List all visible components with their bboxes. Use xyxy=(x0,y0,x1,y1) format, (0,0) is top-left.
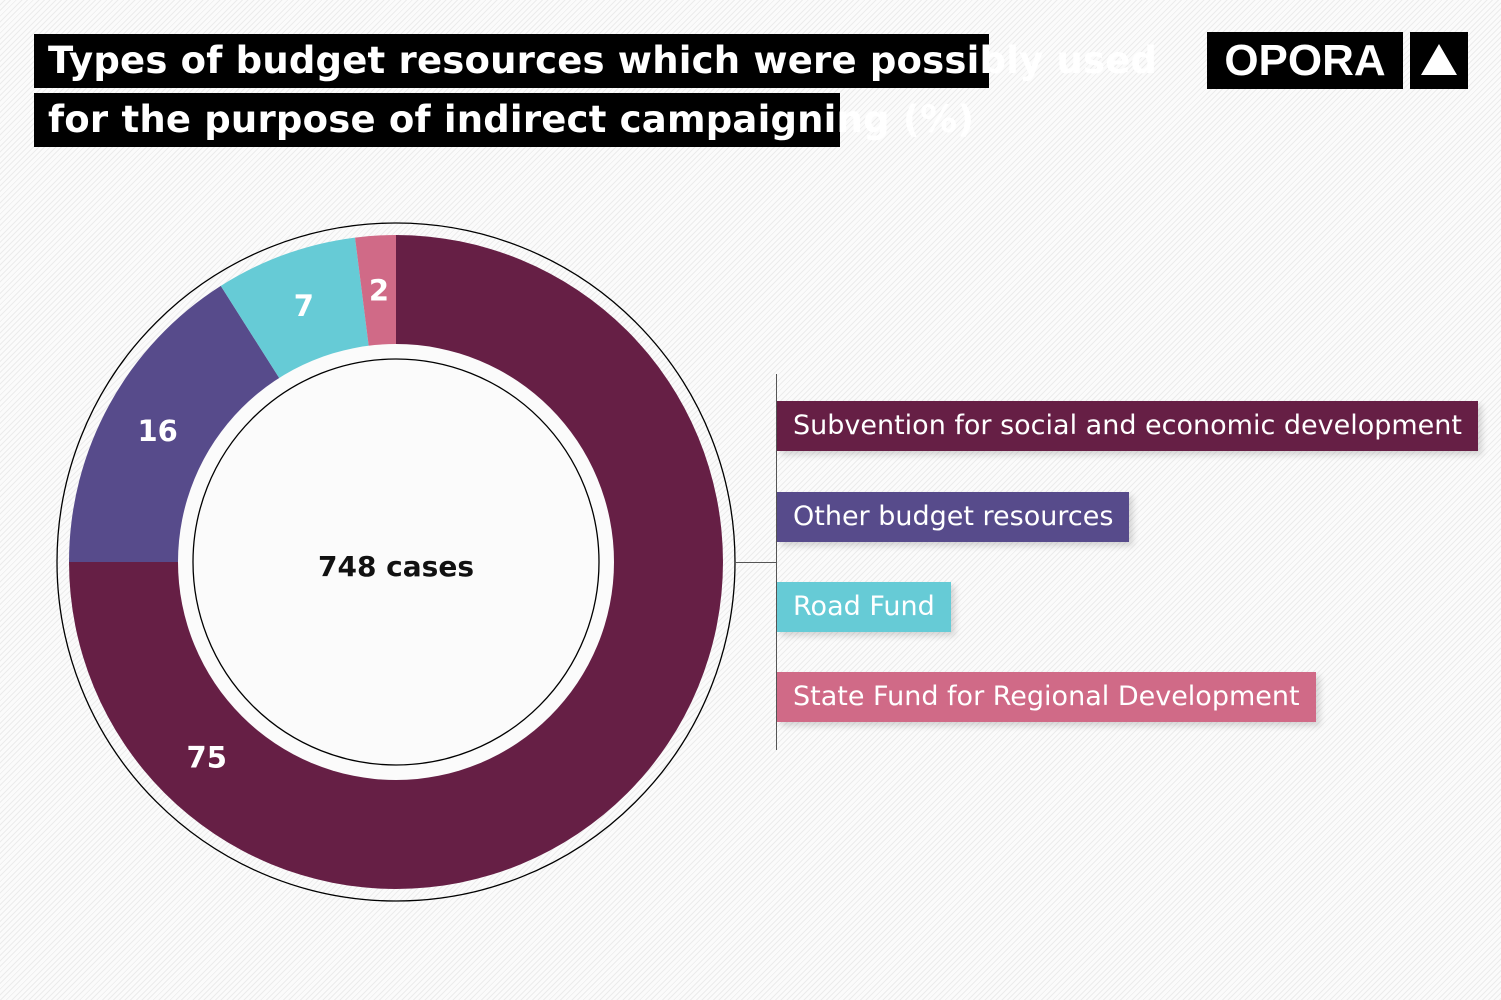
legend-connector xyxy=(734,562,776,563)
inner-ring xyxy=(192,358,600,766)
center-label: 748 cases xyxy=(318,550,474,583)
legend-item: Subvention for social and economic devel… xyxy=(777,401,1478,451)
triangle-up-icon xyxy=(1410,32,1468,89)
opora-logo: OPORA xyxy=(1207,32,1403,89)
slice-2 xyxy=(220,237,370,385)
legend-item: State Fund for Regional Development xyxy=(777,672,1316,722)
slice-1 xyxy=(69,285,284,562)
legend-item: Other budget resources xyxy=(777,492,1130,542)
legend-item: Road Fund xyxy=(777,582,951,632)
slice-0 xyxy=(69,235,723,889)
donut-hole xyxy=(178,344,614,780)
data-label-2: 7 xyxy=(294,289,314,323)
chart-title-line-1: Types of budget resources which were pos… xyxy=(34,34,1157,88)
legend-divider xyxy=(776,374,777,750)
data-label-1: 16 xyxy=(137,414,177,448)
donut-chart: 748 cases 75 16 7 2 xyxy=(56,222,736,902)
slice-3 xyxy=(355,235,396,354)
chart-title-line-2: for the purpose of indirect campaigning … xyxy=(34,93,974,147)
data-label-0: 75 xyxy=(187,740,227,774)
data-label-3: 2 xyxy=(369,274,389,308)
